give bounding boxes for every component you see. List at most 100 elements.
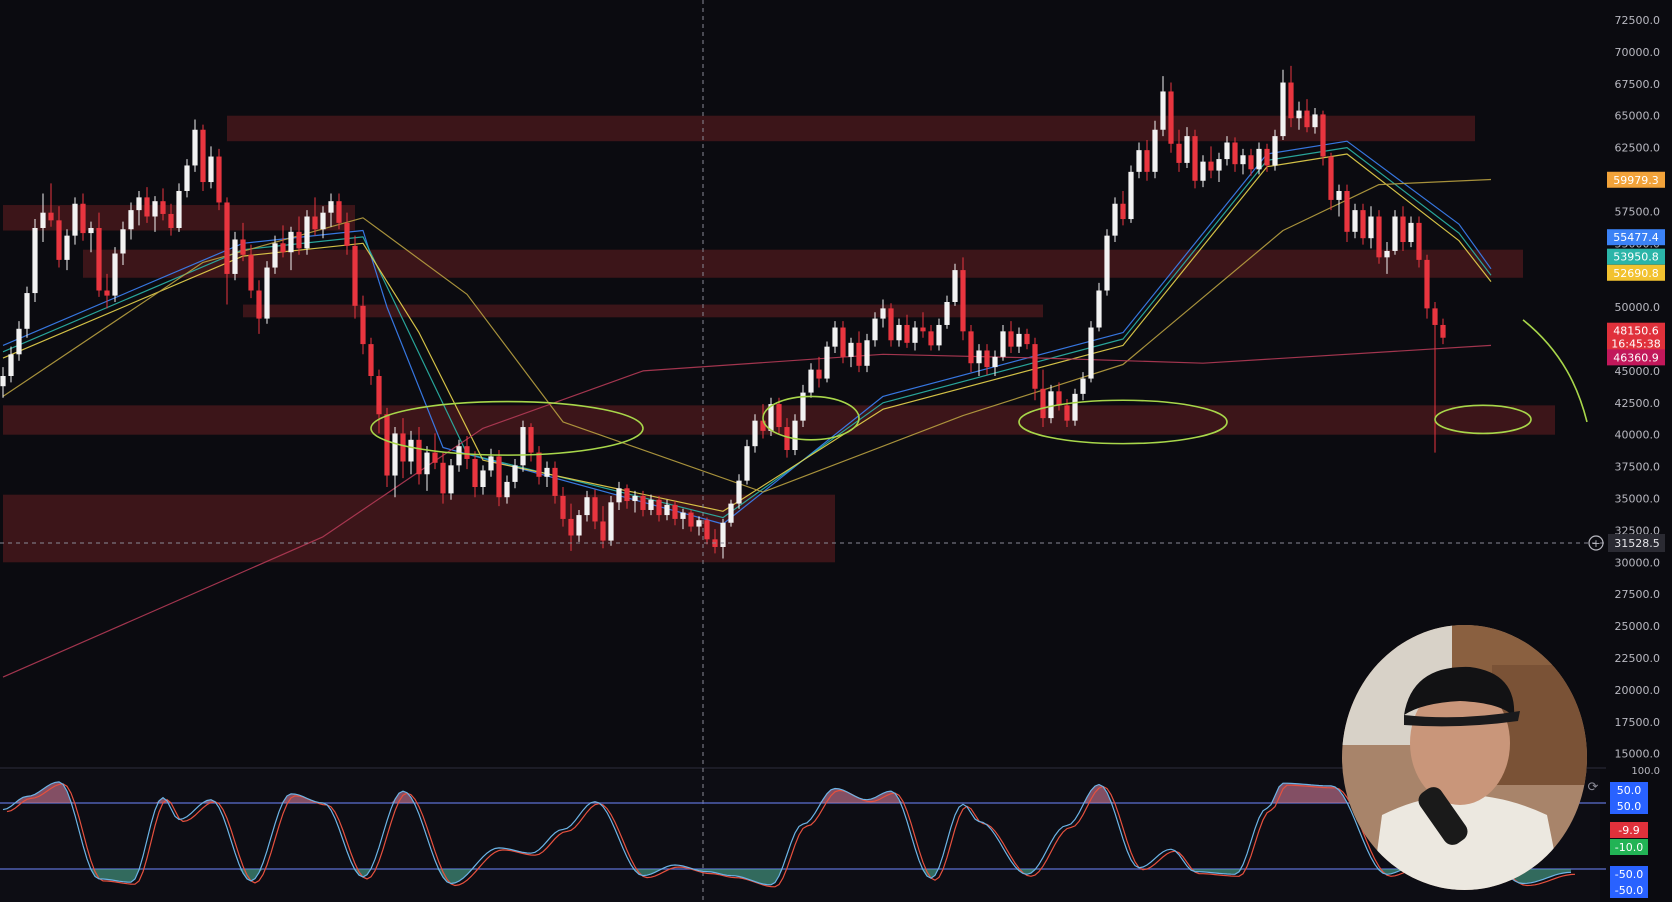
price-axis-background[interactable] [1606,0,1672,902]
crosshair-icon[interactable] [1588,535,1604,551]
bullish-candle [1184,136,1190,163]
bullish-candle [72,203,78,236]
oscillator-tag-label: -9.9 [1618,824,1639,837]
bullish-candle [1368,216,1374,239]
bullish-candle [1072,393,1078,421]
bullish-candle [1048,391,1054,419]
bullish-candle [184,165,190,191]
bullish-candle [896,324,902,341]
price-tag-label: 46360.9 [1613,351,1659,364]
bullish-candle [1080,378,1086,394]
bearish-candle [528,427,534,453]
bearish-candle [464,446,470,459]
price-axis-tick: 15000.0 [1615,748,1661,761]
bullish-candle [272,243,278,268]
bullish-candle [456,446,462,466]
bullish-candle [864,340,870,366]
bullish-candle [1128,171,1134,220]
bearish-candle [432,452,438,463]
bullish-candle [1240,155,1246,165]
bullish-candle [424,452,430,475]
bullish-candle [1216,159,1222,171]
annotation-ellipse [762,395,860,441]
oscillator-signal-line [6,783,1576,888]
bullish-candle [992,356,998,368]
bearish-candle [560,495,566,519]
bearish-candle [144,197,150,217]
bearish-candle [216,156,222,203]
bullish-candle [392,433,398,476]
bullish-candle [824,346,830,379]
bullish-candle [1280,82,1286,137]
price-tag-box [1607,322,1665,339]
bearish-candle [856,342,862,366]
bullish-candle [1136,150,1142,172]
price-tag-label: 48150.6 [1613,325,1659,338]
bearish-candle [1360,210,1366,239]
bearish-candle [1288,82,1294,119]
bullish-candle [480,470,486,488]
webcam-overlay [1342,625,1587,890]
bearish-candle [248,254,254,291]
bullish-candle [488,456,494,471]
oscillator-tag-label: -50.0 [1615,868,1643,881]
presenter-video [1342,625,1587,890]
bearish-candle [440,462,446,494]
bearish-candle [1024,333,1030,345]
price-axis-tick: 72500.0 [1615,14,1661,27]
bullish-candle [848,342,854,357]
supply-demand-zone [3,494,835,563]
bullish-candle [736,480,742,504]
bearish-candle [200,129,206,183]
price-axis-tick: 50000.0 [1615,301,1661,314]
oscillator-tag-box [1610,782,1648,798]
bearish-candle [1032,344,1038,389]
bearish-candle [400,433,406,462]
bearish-candle [552,467,558,496]
price-axis-tick: 30000.0 [1615,556,1661,569]
bearish-candle [688,512,694,527]
crosshair-price-box [1608,534,1665,552]
bullish-candle [832,327,838,347]
bearish-candle [80,203,86,234]
bullish-candle [544,467,550,477]
oscillator-tag-box [1610,882,1648,898]
moving-average-line [2,178,1492,493]
bullish-candle [448,465,454,494]
bearish-candle [840,327,846,357]
bullish-candle [192,129,198,166]
bullish-candle [512,465,518,482]
supply-demand-zone [83,249,1523,278]
price-axis-tick: 42500.0 [1615,397,1661,410]
price-tag-label: 16:45:38 [1611,337,1660,350]
bearish-candle [240,239,246,255]
settings-icon[interactable]: ⟳ [1588,780,1599,795]
price-tag-box [1607,264,1665,281]
bullish-candle [912,327,918,343]
bearish-candle [1440,324,1446,338]
price-axis-tick: 22500.0 [1615,652,1661,665]
bullish-candle [1312,114,1318,128]
price-tag-box [1607,171,1665,188]
price-tag-box [1607,248,1665,265]
bearish-candle [168,213,174,228]
bullish-candle [1152,129,1158,172]
bearish-candle [472,458,478,488]
bullish-candle [744,446,750,481]
bullish-candle [232,239,238,274]
bullish-candle [808,369,814,393]
bullish-candle [664,504,670,516]
bearish-candle [928,331,934,346]
bearish-candle [672,504,678,519]
bearish-candle [416,439,422,475]
price-tag-label: 59979.3 [1613,174,1659,187]
bearish-candle [160,201,166,214]
bullish-candle [304,216,310,249]
bearish-candle [1232,142,1238,165]
bullish-candle [936,324,942,346]
bullish-candle [128,210,134,230]
oscillator-tag-label: 50.0 [1617,784,1642,797]
bearish-candle [296,231,302,249]
price-axis-tick: 65000.0 [1615,110,1661,123]
